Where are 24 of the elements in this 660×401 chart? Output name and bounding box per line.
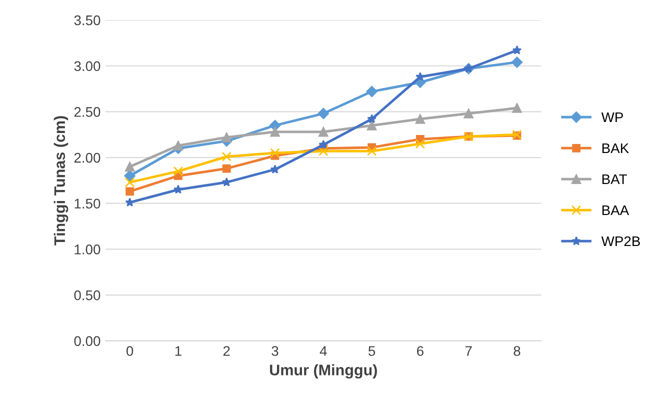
y-tick-label: 1.00 — [74, 244, 100, 254]
x-axis-title: Umur (Minggu) — [270, 364, 377, 379]
y-tick-label: 3.00 — [74, 61, 100, 72]
y-tick-label: 1.50 — [74, 198, 100, 209]
x-tick-label: 0 — [126, 346, 134, 356]
y-tick-label: 3.50 — [74, 15, 100, 26]
x-tick-label: 6 — [417, 346, 424, 356]
x-tick-label: 4 — [320, 346, 327, 356]
legend-label: BAA — [602, 205, 630, 216]
x-tick-label: 5 — [368, 346, 376, 356]
legend-label: WP — [601, 112, 623, 122]
x-tick-label: 3 — [272, 346, 278, 356]
y-axis-title: Tinggi Tunas (cm) — [54, 116, 68, 246]
y-tick-label: 2.50 — [74, 107, 100, 117]
legend-label: BAT — [602, 174, 627, 184]
x-tick-label: 8 — [514, 346, 520, 356]
legend-label: WP2B — [601, 236, 640, 246]
x-tick-label: 1 — [175, 346, 182, 356]
y-tick-label: 2.00 — [74, 152, 100, 163]
legend-label: BAK — [602, 143, 629, 154]
x-tick-label: 7 — [465, 346, 472, 356]
x-tick-label: 2 — [223, 346, 230, 356]
y-tick-label: 0.50 — [74, 290, 100, 300]
y-tick-label: 0.00 — [74, 336, 100, 346]
